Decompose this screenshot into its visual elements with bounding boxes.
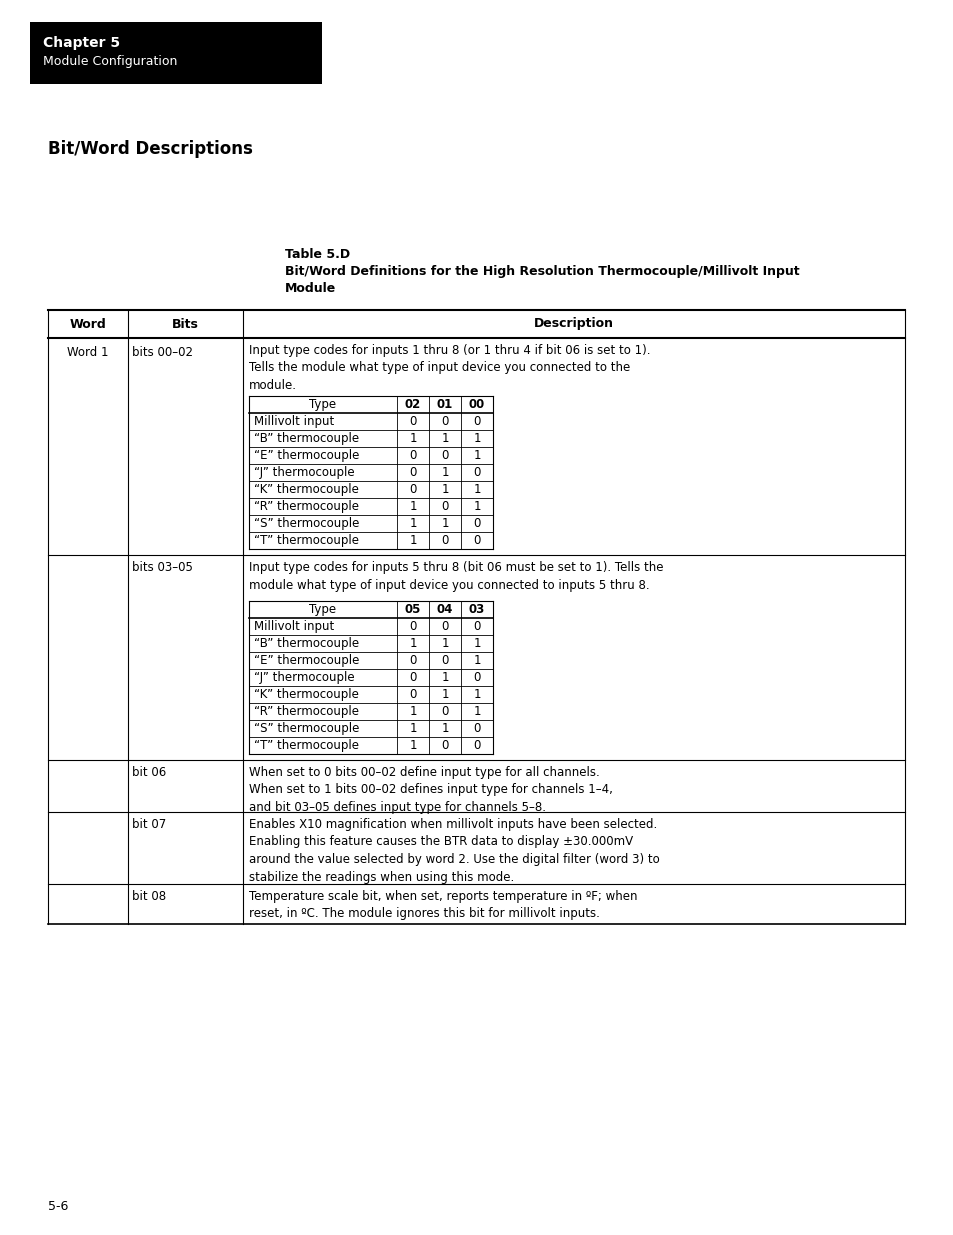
Text: “R” thermocouple: “R” thermocouple <box>253 705 358 718</box>
Text: 1: 1 <box>473 655 480 667</box>
Text: Input type codes for inputs 1 thru 8 (or 1 thru 4 if bit 06 is set to 1).
Tells : Input type codes for inputs 1 thru 8 (or… <box>249 345 650 391</box>
Text: 0: 0 <box>441 415 448 429</box>
Text: 05: 05 <box>404 603 420 616</box>
Text: bit 08: bit 08 <box>132 890 166 903</box>
Text: Chapter 5: Chapter 5 <box>43 36 120 49</box>
Text: “S” thermocouple: “S” thermocouple <box>253 517 359 530</box>
Text: bit 07: bit 07 <box>132 818 166 831</box>
Text: 0: 0 <box>473 517 480 530</box>
Text: 1: 1 <box>441 637 448 650</box>
Text: 1: 1 <box>473 705 480 718</box>
Text: 0: 0 <box>409 671 416 684</box>
Text: 1: 1 <box>441 671 448 684</box>
Text: 0: 0 <box>473 739 480 752</box>
Text: When set to 0 bits 00–02 define input type for all channels.
When set to 1 bits : When set to 0 bits 00–02 define input ty… <box>249 766 612 814</box>
Text: 1: 1 <box>473 500 480 513</box>
Text: 1: 1 <box>473 483 480 496</box>
Text: bits 03–05: bits 03–05 <box>132 561 193 574</box>
Text: 1: 1 <box>473 688 480 701</box>
Text: 1: 1 <box>473 432 480 445</box>
Text: 1: 1 <box>441 722 448 735</box>
FancyBboxPatch shape <box>30 22 322 84</box>
Text: Description: Description <box>534 317 614 331</box>
Text: 0: 0 <box>473 722 480 735</box>
Text: 1: 1 <box>409 517 416 530</box>
Text: 0: 0 <box>473 466 480 479</box>
Text: 0: 0 <box>409 620 416 634</box>
Text: Temperature scale bit, when set, reports temperature in ºF; when
reset, in ºC. T: Temperature scale bit, when set, reports… <box>249 890 637 920</box>
Text: Table 5.D: Table 5.D <box>285 248 350 261</box>
Text: “B” thermocouple: “B” thermocouple <box>253 432 358 445</box>
Text: “J” thermocouple: “J” thermocouple <box>253 466 355 479</box>
Text: 0: 0 <box>441 705 448 718</box>
Text: 0: 0 <box>441 500 448 513</box>
Text: “K” thermocouple: “K” thermocouple <box>253 483 358 496</box>
Text: “K” thermocouple: “K” thermocouple <box>253 688 358 701</box>
Text: 0: 0 <box>473 534 480 547</box>
Text: Millivolt input: Millivolt input <box>253 620 334 634</box>
Text: 0: 0 <box>441 655 448 667</box>
Text: 02: 02 <box>404 398 420 411</box>
Text: 1: 1 <box>441 688 448 701</box>
Text: 1: 1 <box>409 705 416 718</box>
Text: bits 00–02: bits 00–02 <box>132 346 193 359</box>
Text: 1: 1 <box>409 722 416 735</box>
Text: bit 06: bit 06 <box>132 766 166 779</box>
Text: 0: 0 <box>473 671 480 684</box>
Text: 03: 03 <box>468 603 485 616</box>
Text: “R” thermocouple: “R” thermocouple <box>253 500 358 513</box>
Text: “E” thermocouple: “E” thermocouple <box>253 655 359 667</box>
Text: Enables X10 magnification when millivolt inputs have been selected.
Enabling thi: Enables X10 magnification when millivolt… <box>249 818 659 883</box>
Text: 01: 01 <box>436 398 453 411</box>
Text: Bit/Word Descriptions: Bit/Word Descriptions <box>48 140 253 158</box>
Text: “J” thermocouple: “J” thermocouple <box>253 671 355 684</box>
Text: 0: 0 <box>441 739 448 752</box>
Text: Millivolt input: Millivolt input <box>253 415 334 429</box>
Text: 1: 1 <box>441 517 448 530</box>
Text: 5-6: 5-6 <box>48 1200 69 1213</box>
Text: Input type codes for inputs 5 thru 8 (bit 06 must be set to 1). Tells the
module: Input type codes for inputs 5 thru 8 (bi… <box>249 561 662 592</box>
Text: “T” thermocouple: “T” thermocouple <box>253 534 358 547</box>
Text: Module Configuration: Module Configuration <box>43 56 177 68</box>
Text: 1: 1 <box>473 637 480 650</box>
Text: 0: 0 <box>473 620 480 634</box>
Text: 1: 1 <box>409 739 416 752</box>
Text: Type: Type <box>309 398 336 411</box>
Text: Bits: Bits <box>172 317 199 331</box>
Text: 1: 1 <box>409 637 416 650</box>
Text: 0: 0 <box>473 415 480 429</box>
Text: 0: 0 <box>409 655 416 667</box>
Text: 0: 0 <box>441 450 448 462</box>
Text: Word: Word <box>70 317 107 331</box>
Text: 0: 0 <box>441 620 448 634</box>
Text: 1: 1 <box>409 432 416 445</box>
Text: Module: Module <box>285 282 335 295</box>
Text: 1: 1 <box>409 534 416 547</box>
Text: “S” thermocouple: “S” thermocouple <box>253 722 359 735</box>
Text: Bit/Word Definitions for the High Resolution Thermocouple/Millivolt Input: Bit/Word Definitions for the High Resolu… <box>285 266 799 278</box>
Text: 0: 0 <box>441 534 448 547</box>
Text: 0: 0 <box>409 450 416 462</box>
Text: “E” thermocouple: “E” thermocouple <box>253 450 359 462</box>
Text: 0: 0 <box>409 483 416 496</box>
Text: 1: 1 <box>441 483 448 496</box>
Text: “T” thermocouple: “T” thermocouple <box>253 739 358 752</box>
Text: “B” thermocouple: “B” thermocouple <box>253 637 358 650</box>
Text: Word 1: Word 1 <box>67 346 109 359</box>
Text: 04: 04 <box>436 603 453 616</box>
Text: 0: 0 <box>409 415 416 429</box>
Text: 00: 00 <box>468 398 485 411</box>
Text: 0: 0 <box>409 466 416 479</box>
Text: Type: Type <box>309 603 336 616</box>
Text: 0: 0 <box>409 688 416 701</box>
Text: 1: 1 <box>441 466 448 479</box>
Text: 1: 1 <box>409 500 416 513</box>
Text: 1: 1 <box>473 450 480 462</box>
Text: 1: 1 <box>441 432 448 445</box>
